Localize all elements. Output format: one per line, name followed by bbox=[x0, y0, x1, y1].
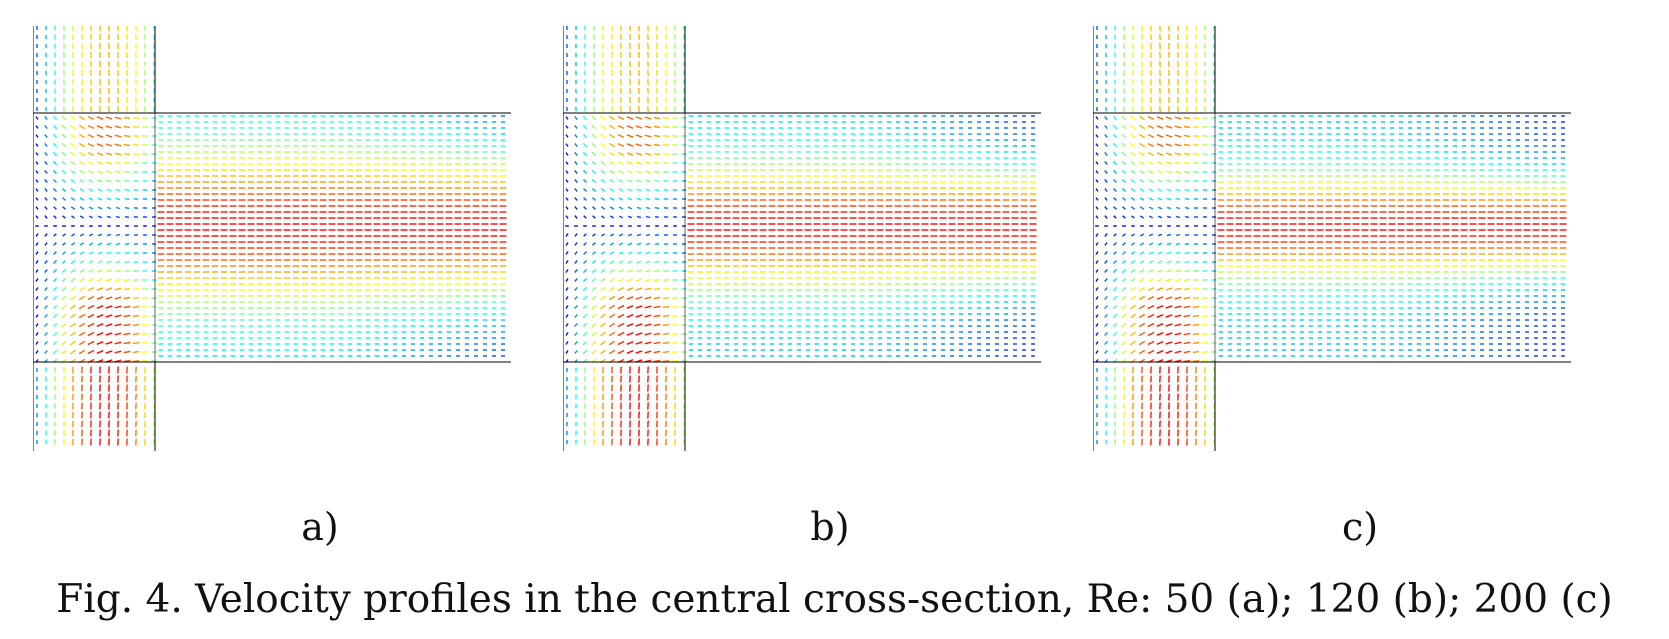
panel-label-a: a) bbox=[301, 505, 339, 549]
figure-caption: Fig. 4. Velocity profiles in the central… bbox=[56, 577, 1613, 622]
vector-field bbox=[565, 26, 1037, 446]
panel-label-b: b) bbox=[810, 505, 850, 549]
velocity-field-c bbox=[1093, 26, 1571, 451]
panel-label-c: c) bbox=[1341, 505, 1379, 549]
panel-b bbox=[563, 26, 1075, 486]
channel-outline bbox=[33, 26, 511, 451]
vector-field bbox=[35, 26, 507, 446]
panel-c bbox=[1093, 26, 1605, 486]
velocity-field-a bbox=[33, 26, 511, 451]
channel-outline bbox=[1093, 26, 1571, 451]
panel-a bbox=[33, 26, 545, 486]
channel-outline bbox=[563, 26, 1041, 451]
velocity-field-b bbox=[563, 26, 1041, 451]
vector-field bbox=[1095, 26, 1567, 446]
